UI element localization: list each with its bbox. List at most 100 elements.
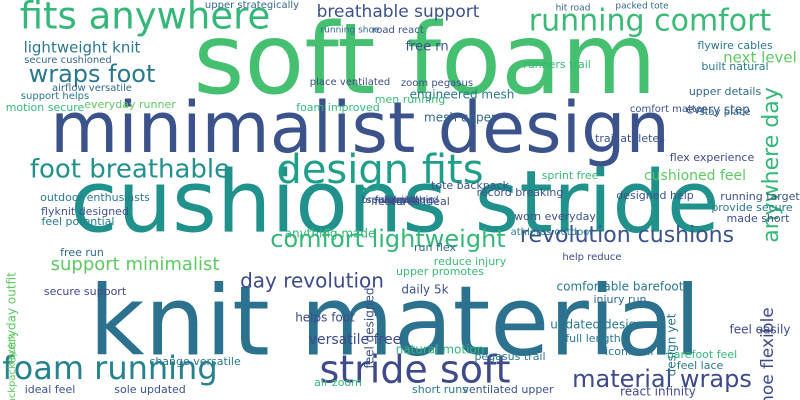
word: design yet xyxy=(665,313,679,376)
word: athletes outdoor xyxy=(511,227,595,238)
word: comfort matter xyxy=(630,104,707,115)
word: feel lace xyxy=(677,359,724,372)
word: designed help xyxy=(616,189,694,202)
word: daily 5k xyxy=(401,283,448,297)
word: support helps xyxy=(21,91,89,102)
word: zoom pegasus xyxy=(401,78,473,89)
word: wraps foot xyxy=(29,60,156,88)
word: soft foam xyxy=(193,3,656,117)
word: full length xyxy=(565,332,621,345)
word: running target xyxy=(720,190,800,203)
word: foam improved xyxy=(296,101,380,114)
word: feel potential xyxy=(42,215,115,228)
word: material wraps xyxy=(572,365,752,393)
word: fits anywhere xyxy=(20,0,271,38)
word: men running xyxy=(375,93,445,106)
word: ventilated upper xyxy=(462,383,554,396)
word: comfortable barefoot xyxy=(557,280,684,294)
word: breathable support xyxy=(317,2,480,22)
word: trail athletes xyxy=(595,132,665,145)
word: worn everyday xyxy=(514,210,596,223)
word: full length xyxy=(375,195,425,206)
word: everyday outfit xyxy=(5,272,19,364)
word: next level xyxy=(723,49,797,67)
word: provide secure xyxy=(711,201,793,214)
word: everyday runner xyxy=(84,98,176,111)
word: barefoot feel xyxy=(667,348,737,361)
word: upper strategically xyxy=(205,0,299,11)
word: foot breathable xyxy=(30,155,230,185)
word: flex experience xyxy=(670,151,755,164)
word: backpack quick xyxy=(7,333,18,400)
word: free rn xyxy=(405,40,448,55)
word: hit road xyxy=(556,4,591,14)
word: outdoor enthusiasts xyxy=(40,191,150,204)
word: airflow versatile xyxy=(52,83,132,94)
word: knit material xyxy=(89,265,701,377)
word: injury run xyxy=(593,293,646,306)
word: run flex xyxy=(414,241,456,254)
word: iconic air xyxy=(605,345,655,358)
word: sprint xyxy=(386,195,415,206)
word: road react xyxy=(372,25,423,36)
word: anywhere day xyxy=(759,87,784,242)
word: built natural xyxy=(701,60,768,73)
word: ideal feel xyxy=(25,383,76,396)
word: features ideal xyxy=(374,195,450,208)
word: shoe flexible xyxy=(758,307,778,400)
word: mesh upper xyxy=(424,111,496,125)
word: day revolution xyxy=(240,269,384,293)
word: feel designed xyxy=(363,288,377,369)
word: motion secure xyxy=(6,101,85,114)
word: help reduce xyxy=(562,252,621,263)
word: every step xyxy=(686,103,750,117)
word: breaking speed xyxy=(361,195,438,206)
word: cushioned feel xyxy=(644,168,746,184)
word: upper promotes xyxy=(396,265,484,278)
word: free run xyxy=(60,246,104,259)
word: vet still xyxy=(382,195,419,206)
word: lightweight knit xyxy=(24,39,141,57)
word: helps foot xyxy=(295,311,355,325)
word: sprint free xyxy=(542,169,599,182)
word: anything made xyxy=(285,227,376,241)
word: flywire cables xyxy=(697,39,773,52)
word: tote backpack xyxy=(431,179,510,192)
word: made short xyxy=(727,212,791,225)
word: comfort lightweight xyxy=(270,225,505,253)
word: updated design xyxy=(550,318,644,332)
word: pegasus trail xyxy=(474,350,545,363)
word: natural motion xyxy=(396,343,485,357)
word: feel easily xyxy=(730,323,791,337)
word: minimalist design xyxy=(50,87,670,169)
word: change versatile xyxy=(149,355,241,368)
word: revolution cushions xyxy=(520,223,734,248)
word: short runs xyxy=(412,383,468,396)
word: running comfort xyxy=(529,4,772,39)
word: react infinity xyxy=(620,385,696,399)
word: flyknit designed xyxy=(41,205,129,218)
word: reduce injury xyxy=(434,255,507,268)
word: versatile free xyxy=(309,332,401,348)
word: cushions stride xyxy=(70,152,720,252)
word: engineered mesh xyxy=(410,88,515,102)
word: design fits xyxy=(276,147,483,193)
word: sole updated xyxy=(114,383,186,396)
word: upper details xyxy=(689,85,762,98)
word: running shoe xyxy=(320,26,379,36)
word: stride soft xyxy=(319,348,510,392)
word: runners trail xyxy=(523,58,591,71)
word: secure cushioned xyxy=(24,55,112,66)
word: secure support xyxy=(44,285,127,298)
word: speeds iconic xyxy=(366,195,434,206)
word: air zoom xyxy=(314,376,362,389)
word: packed tote xyxy=(615,2,669,12)
word: record breaking xyxy=(477,186,564,199)
word: support minimalist xyxy=(51,254,220,275)
word: place ventilated xyxy=(310,77,391,88)
word: stay place xyxy=(699,107,750,118)
word: foam running xyxy=(2,349,217,387)
